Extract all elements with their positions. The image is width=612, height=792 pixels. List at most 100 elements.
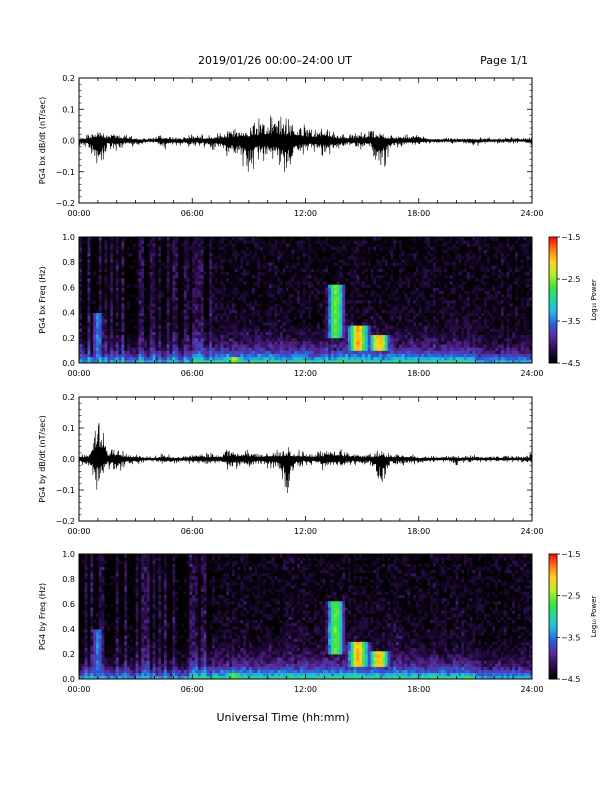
spectrogram-cell	[359, 274, 363, 279]
spectrogram-cell	[107, 315, 111, 320]
spectrogram-cell	[401, 281, 405, 285]
spectrogram-cell	[87, 315, 91, 320]
spectrogram-cell	[212, 325, 216, 329]
spectrogram-cell	[220, 353, 224, 358]
spectrogram-cell	[104, 344, 108, 348]
spectrogram-cell	[401, 303, 405, 307]
spectrogram-cell	[127, 325, 131, 329]
spectrogram-cell	[212, 265, 216, 269]
spectrogram-cell	[373, 350, 377, 354]
spectrogram-cell	[370, 331, 374, 336]
spectrogram-cell	[277, 331, 281, 336]
spectrogram-cell	[189, 262, 193, 266]
spectrogram-cell	[410, 350, 414, 354]
spectrogram-cell	[390, 350, 394, 354]
spectrogram-cell	[319, 309, 323, 313]
spectrogram-cell	[404, 277, 408, 282]
spectrogram-cell	[93, 334, 97, 339]
spectrogram-cell	[180, 359, 185, 364]
spectrogram-cell	[200, 350, 204, 354]
spectrogram-cell	[152, 265, 156, 269]
spectrogram-cell	[285, 274, 289, 279]
spectrogram-cell	[268, 290, 272, 295]
spectrogram-cell	[359, 296, 363, 301]
spectrogram-cell	[248, 347, 253, 351]
spectrogram-cell	[404, 347, 408, 351]
spectrogram-cell	[347, 249, 352, 254]
spectrogram-cell	[209, 350, 213, 354]
spectrogram-cell	[387, 287, 391, 291]
spectrogram-cell	[186, 246, 190, 250]
spectrogram-cell	[217, 255, 221, 260]
spectrogram-cell	[161, 255, 165, 260]
spectrogram-cell	[325, 328, 329, 332]
spectrogram-cell	[316, 344, 321, 348]
spectrogram-cell	[285, 277, 289, 282]
spectrogram-cell	[302, 255, 306, 260]
spectrogram-cell	[260, 290, 264, 295]
spectrogram-cell	[291, 265, 295, 269]
spectrogram-cell	[141, 328, 145, 332]
spectrogram-cell	[135, 262, 139, 266]
spectrogram-cell	[93, 331, 97, 336]
spectrogram-cell	[90, 293, 94, 298]
spectrogram-cell	[356, 240, 360, 244]
spectrogram-cell	[297, 243, 301, 247]
spectrogram-cell	[141, 259, 145, 263]
spectrogram-cell	[322, 274, 326, 279]
spectrogram-cell	[81, 268, 86, 273]
spectrogram-cell	[322, 271, 326, 276]
spectrogram-cell	[376, 274, 380, 279]
spectrogram-cell	[393, 303, 397, 307]
spectrogram-cell	[376, 328, 380, 332]
spectrogram-cell	[197, 237, 202, 241]
spectrogram-cell	[231, 303, 236, 307]
spectrogram-cell	[339, 287, 343, 291]
spectrogram-cell	[146, 277, 151, 282]
spectrogram-cell	[376, 268, 380, 273]
spectrogram-cell	[234, 271, 238, 276]
spectrogram-cell	[268, 315, 272, 320]
spectrogram-cell	[407, 246, 411, 250]
spectrogram-cell	[214, 243, 219, 247]
spectrogram-cell	[127, 249, 131, 254]
spectrogram-cell	[197, 271, 202, 276]
spectrogram-cell	[265, 340, 270, 345]
spectrogram-cell	[302, 237, 306, 241]
spectrogram-cell	[138, 344, 142, 348]
spectrogram-cell	[101, 290, 105, 295]
spectrogram-cell	[413, 293, 417, 298]
spectrogram-cell	[413, 344, 417, 348]
spectrogram-cell	[248, 309, 253, 313]
spectrogram-cell	[129, 274, 134, 279]
spectrogram-cell	[217, 309, 221, 313]
spectrogram-cell	[203, 300, 207, 304]
spectrogram-cell	[197, 287, 202, 291]
spectrogram-cell	[132, 325, 137, 329]
spectrogram-cell	[214, 290, 219, 295]
spectrogram-cell	[407, 237, 411, 241]
spectrogram-cell	[257, 359, 261, 364]
spectrogram-cell	[401, 284, 405, 288]
spectrogram-cell	[203, 334, 207, 339]
spectrogram-cell	[379, 249, 383, 254]
spectrogram-cell	[311, 306, 315, 310]
spectrogram-cell	[209, 249, 213, 254]
spectrogram-cell	[268, 252, 272, 257]
spectrogram-cell	[362, 337, 366, 342]
spectrogram-cell	[163, 284, 168, 288]
spectrogram-cell	[93, 293, 97, 298]
spectrogram-cell	[418, 262, 422, 266]
spectrogram-cell	[251, 353, 255, 358]
spectrogram-cell	[381, 281, 386, 285]
spectrogram-cell	[132, 249, 137, 254]
spectrogram-cell	[376, 322, 380, 326]
spectrogram-cell	[268, 312, 272, 317]
spectrogram-cell	[90, 296, 94, 301]
spectrogram-cell	[226, 268, 230, 273]
spectrogram-cell	[297, 277, 301, 282]
spectrogram-cell	[226, 309, 230, 313]
spectrogram-cell	[172, 331, 176, 336]
spectrogram-cell	[333, 284, 338, 288]
spectrogram-cell	[214, 281, 219, 285]
